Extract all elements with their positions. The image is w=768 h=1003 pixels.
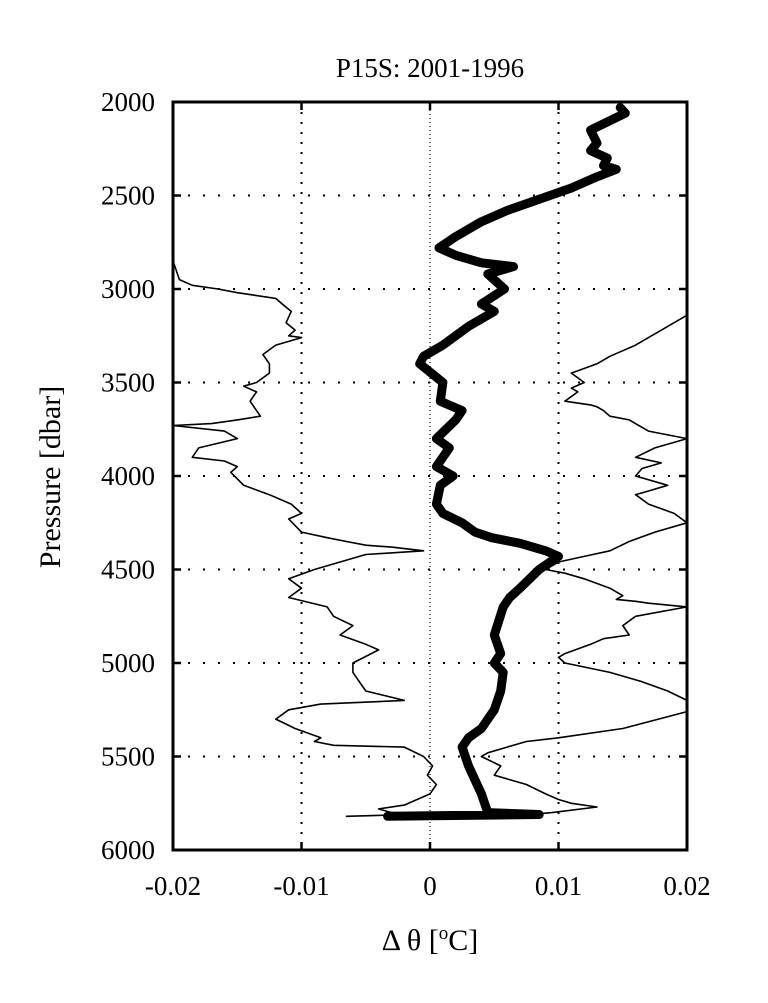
y-tick-label: 5500 xyxy=(101,742,155,772)
y-tick-label: 3000 xyxy=(101,274,155,304)
y-tick-label: 4000 xyxy=(101,461,155,491)
x-axis-title-unit: C] xyxy=(448,924,478,957)
x-axis-title: Δ θ [oC] xyxy=(382,923,479,957)
series-mean-line xyxy=(383,103,630,821)
series-layer xyxy=(172,103,688,821)
x-tick-label: 0.01 xyxy=(535,871,582,901)
chart-title: P15S: 2001-1996 xyxy=(336,53,524,83)
series-envelope-line-2 xyxy=(480,314,688,820)
x-tick-label: 0.02 xyxy=(663,871,710,901)
y-tick-label: 2500 xyxy=(101,181,155,211)
x-tick-label: -0.02 xyxy=(145,871,201,901)
y-tick-label: 3500 xyxy=(101,368,155,398)
series-envelope-line-1 xyxy=(172,260,438,818)
y-tick-label: 4500 xyxy=(101,555,155,585)
y-axis-ticks: 2000 2500 3000 3500 4000 4500 5000 5500 6000 xyxy=(101,87,687,865)
y-tick-label: 6000 xyxy=(101,835,155,865)
x-tick-label: -0.01 xyxy=(273,871,329,901)
grid-lines xyxy=(173,102,687,850)
y-tick-label: 2000 xyxy=(101,87,155,117)
x-axis-ticks: -0.02 -0.01 0 0.01 0.02 xyxy=(145,102,711,901)
x-tick-label: 0 xyxy=(423,871,437,901)
y-axis-title: Pressure [dbar] xyxy=(34,386,67,568)
x-axis-title-superscript: o xyxy=(439,923,449,944)
y-tick-label: 5000 xyxy=(101,648,155,678)
x-axis-title-main: Δ θ [ xyxy=(382,924,439,957)
